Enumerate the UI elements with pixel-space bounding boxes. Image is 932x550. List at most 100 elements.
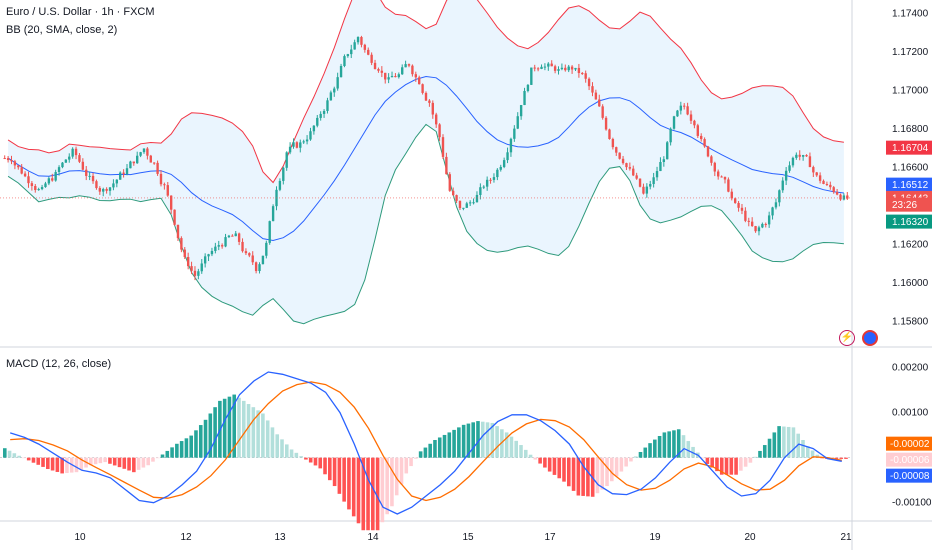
candle-body [271,206,275,222]
candle-body [258,264,261,272]
macd-histogram-bar [772,432,777,458]
macd-histogram-bar [461,424,466,458]
bb-lower-line [7,123,844,325]
macd-histogram-bar [385,457,389,515]
candle-body [621,158,625,164]
macd-histogram-bar [653,439,657,458]
macd-histogram-bar [796,433,801,458]
macd-histogram-bar [409,457,413,467]
candle-body [587,78,591,87]
candle-body [231,235,234,237]
macd-histogram-bar [815,454,820,458]
macd-histogram-bar [557,457,562,479]
macd-histogram-bar [686,441,691,458]
candle-body [176,224,180,239]
bb-indicator-label[interactable]: BB (20, SMA, close, 2) [6,24,118,36]
candle-body [506,152,509,161]
macd-histogram-bar [667,431,671,458]
candle-body [710,156,713,163]
candle-body [530,67,533,85]
macd-histogram-bar [442,434,447,458]
candle-body [261,255,265,265]
macd-histogram-bar [160,454,165,458]
time-axis-label: 21 [840,532,852,543]
macd-histogram-bar [562,457,566,482]
candle-body [237,233,241,242]
candle-body [567,66,570,71]
bb-upper-line [7,0,844,184]
candle-body [200,263,203,272]
price-axis-label: 1.15800 [892,317,929,328]
candle-body [166,185,169,196]
macd-histogram-bar [734,457,738,475]
candle-body [543,66,547,68]
candle-body [608,129,611,140]
candle-body [553,66,557,71]
candle-body [10,160,13,162]
macd-histogram-bar [7,450,12,458]
time-axis-label: 10 [74,532,86,543]
candle-body [210,250,214,255]
macd-histogram-bar [782,426,786,458]
candle-body [689,114,693,121]
macd-histogram-bar [151,457,155,462]
candle-body [723,176,727,180]
candle-body [173,209,176,225]
macd-histogram-bar [820,457,824,459]
macd-histogram-bar [371,457,375,531]
price-tag [886,214,932,229]
candle-body [815,172,818,176]
lightning-icon[interactable]: ⚡ [839,330,855,346]
price-tag-label: 1.16512 [892,180,929,191]
candle-body [519,105,523,117]
candle-body [441,137,445,157]
macd-histogram-bar [328,457,332,481]
candle-body [183,249,186,257]
candle-body [244,251,248,254]
macd-histogram-bar [304,457,308,460]
candle-body [740,207,744,211]
candle-body [438,124,441,138]
candle-body [513,128,516,139]
candle-body [163,184,166,186]
candle-body [669,128,672,143]
candle-body [370,54,373,63]
price-tag [886,197,932,212]
macd-histogram-bar [294,452,299,458]
candle-body [448,174,451,191]
macd-histogram-bar [724,457,729,475]
candle-body [509,138,513,153]
candle-body [136,155,139,164]
macd-histogram-bar [567,457,571,487]
candle-body [767,215,771,225]
candle-body [628,167,632,169]
price-tag-label: 23:26 [892,200,917,211]
macd-histogram-bar [676,429,681,458]
candle-body [584,73,587,79]
macd-histogram-bar [93,457,98,465]
candle-body [451,190,455,196]
candle-body [659,162,662,172]
candle-body [598,99,601,107]
price-axis-label: 1.17200 [892,47,929,58]
macd-histogram-bar [361,457,366,531]
candle-body [61,162,64,168]
macd-histogram-bar [127,457,131,471]
macd-histogram-bar [12,453,17,458]
candle-body [309,131,312,140]
macd-indicator-label[interactable]: MACD (12, 26, close) [6,358,112,370]
candle-body [615,147,618,153]
macd-histogram-bar [638,451,643,458]
macd-signal-line [10,381,842,502]
candle-body [649,184,652,187]
record-icon[interactable] [862,330,878,346]
candle-body [693,120,696,126]
symbol-title[interactable]: Euro / U.S. Dollar · 1h · FXCM [6,6,155,18]
candle-body [57,167,61,173]
candle-body [169,195,173,210]
candle-body [686,106,689,115]
macd-histogram-bar [98,457,103,464]
candle-body [557,69,560,71]
candle-body [594,92,598,100]
